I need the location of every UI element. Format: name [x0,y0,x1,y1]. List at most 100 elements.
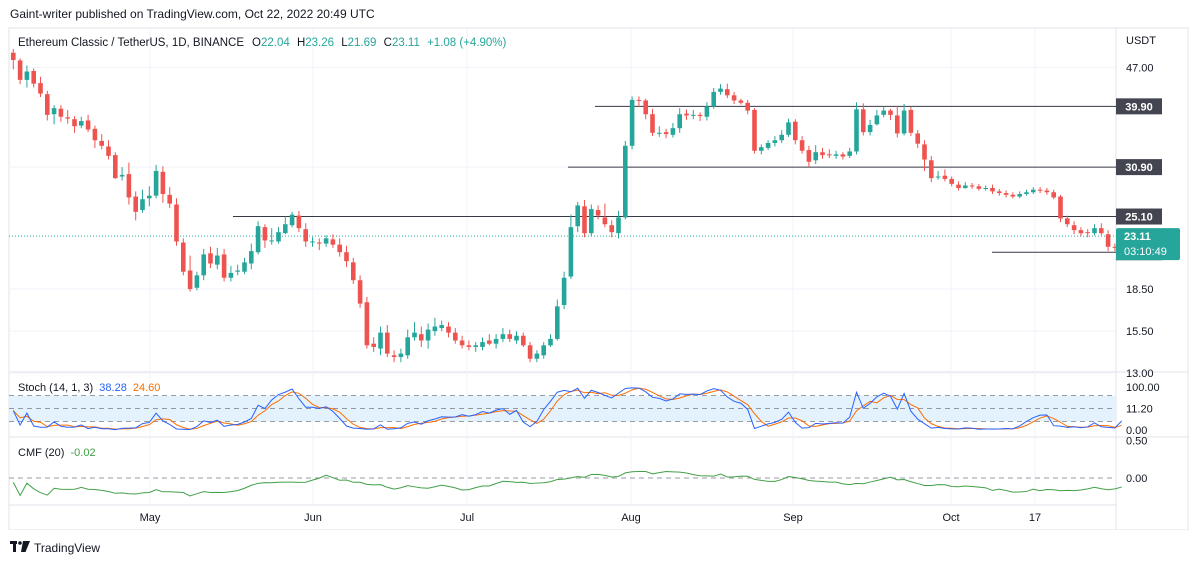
candle-body [1003,193,1009,195]
candle [820,147,825,159]
stoch-band [9,395,1116,479]
chart-canvas[interactable]: 47.00 30.90 18.50 15.50 13.00 11.20 100.00 0.00… [0,0,1194,530]
candle [956,181,961,191]
candle [283,216,288,235]
price-tick-label: 11.20 [1126,403,1153,415]
candle [385,325,390,358]
candle [1105,230,1111,252]
candle-body [976,186,982,189]
candle-body [929,160,934,179]
candle-body [684,113,689,116]
candle [398,348,404,363]
candle-body [915,133,920,144]
low-label: L [341,37,348,49]
candle-body [942,175,948,179]
candle [840,152,846,160]
candle [997,188,1002,196]
candle [765,140,771,151]
candle [419,326,424,347]
chart-frame [8,27,1189,530]
candle [92,125,98,148]
candle-body [663,132,669,135]
close-value: 23.11 [392,37,420,49]
candle [623,140,628,220]
candle-body [582,206,587,234]
candle-body [867,124,873,133]
candle-body [99,140,104,146]
candle [351,257,356,284]
candle-body [262,227,268,241]
candle [38,76,43,98]
cmf-line [12,470,1122,497]
candle [901,103,907,136]
candle [976,183,982,191]
candle [1099,223,1104,236]
candle-body [391,355,397,358]
candle [378,326,383,356]
candle-body [589,209,594,234]
level-badge: 30.90 [1116,159,1162,176]
candle-body [419,334,424,341]
candle-body [609,225,614,233]
candle-body [772,140,778,143]
candle-body [432,326,438,332]
level-badge-bg [1116,208,1162,225]
candle [609,220,614,238]
candle [752,108,757,154]
candle-body [317,242,322,244]
candle-body [670,128,676,135]
candle-body [786,122,791,135]
candle [391,350,397,363]
price-axis: 47.00 30.90 18.50 15.50 13.00 11.20 100.00 0.00… [1126,62,1160,485]
candle-body [269,240,274,242]
candle [242,257,247,275]
candle-body [541,345,546,356]
stoch-title: Stoch (14, 1, 3) [18,382,93,394]
candle-body [697,114,703,117]
candle [602,203,608,228]
candle [650,108,655,137]
candle-body [201,254,206,276]
candle-body [289,214,295,226]
candle [31,68,36,88]
stoch-legend: Stoch (14, 1, 3) 38.28 24.60 [18,382,160,394]
candle-body [181,242,186,272]
candle [119,167,125,181]
candle-body [215,255,220,265]
candle-body [521,335,526,346]
candle-body [160,171,166,194]
candle-body [507,334,512,339]
candle [874,109,880,126]
candle [772,136,778,147]
cmf-tick-label: 0.50 [1126,436,1147,448]
candle [11,48,16,70]
time-tick-label: May [140,512,161,524]
candle-body [935,176,941,178]
candle [942,169,948,182]
candle [854,102,859,155]
level-badge-label: 39.90 [1125,101,1153,113]
stoch-tick-label: 100.00 [1126,382,1160,394]
candle-body [276,232,281,242]
candle [915,130,920,148]
candle [1078,227,1084,237]
candle-body [854,109,859,152]
candle-body [623,145,628,218]
candle-body [1112,246,1118,248]
price-tick-label: 13.00 [1126,368,1154,380]
candle [235,264,240,276]
candle [935,170,941,180]
candle-body [249,251,254,264]
candle [65,109,70,124]
time-tick-label: Aug [621,512,641,524]
high-value: 23.26 [305,37,334,49]
candle-body [888,110,893,115]
stoch-tick-label: 0.00 [1126,425,1147,437]
candle-body [718,88,723,92]
candle-body [398,353,404,358]
candle [595,205,601,220]
candle-body [963,185,968,189]
candle [99,134,104,150]
candle [568,214,574,279]
